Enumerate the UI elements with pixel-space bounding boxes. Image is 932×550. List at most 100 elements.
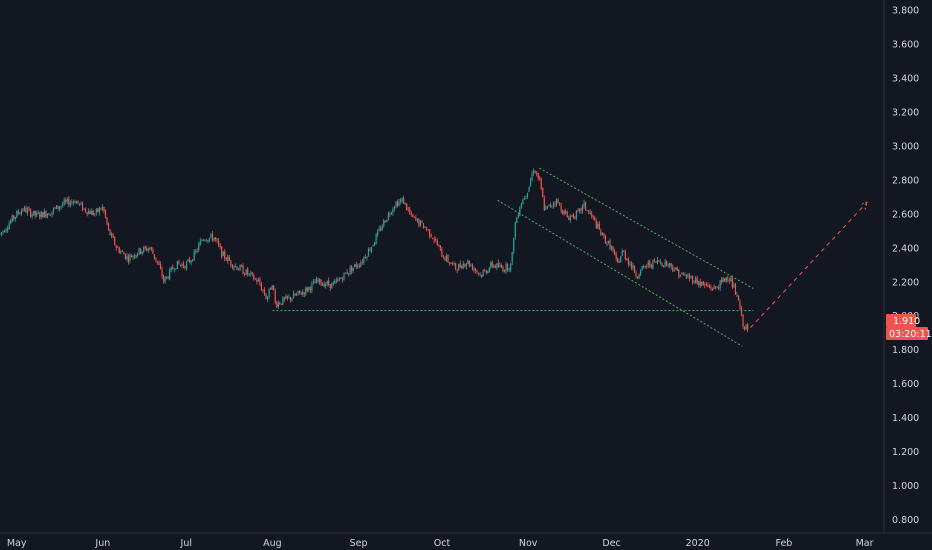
candle-body xyxy=(476,270,478,273)
candle-body xyxy=(106,217,108,225)
candle-body xyxy=(507,263,509,271)
candle-body xyxy=(357,266,359,267)
candle-body xyxy=(494,265,496,268)
candle-body xyxy=(2,231,4,233)
candle-body xyxy=(401,198,403,202)
candle-body xyxy=(318,278,321,283)
candle-body xyxy=(60,205,62,208)
candle-body xyxy=(436,240,438,246)
candle-body xyxy=(0,233,1,235)
candle-body xyxy=(10,220,12,224)
y-tick-label: 2.200 xyxy=(892,277,919,288)
candle-body xyxy=(513,237,515,252)
candle-body xyxy=(742,314,744,327)
candle-body xyxy=(572,214,574,218)
candle-body xyxy=(112,234,114,238)
x-tick-label: Nov xyxy=(519,538,538,549)
candle-body xyxy=(268,288,270,297)
candle-body xyxy=(195,250,197,252)
candle-body xyxy=(432,238,434,239)
candle-body xyxy=(72,201,74,203)
candle-body xyxy=(185,262,188,269)
candle-body xyxy=(178,261,180,265)
candle-body xyxy=(438,246,440,247)
candle-body xyxy=(291,298,293,301)
candle-body xyxy=(312,281,315,283)
candle-body xyxy=(132,255,134,257)
candle-body xyxy=(511,252,513,264)
candle-body xyxy=(54,207,56,209)
candle-body xyxy=(138,247,140,254)
candle-body xyxy=(595,220,597,229)
candle-body xyxy=(103,206,105,212)
candle-body xyxy=(666,261,668,266)
candle-body xyxy=(285,296,287,299)
candle-body xyxy=(166,276,168,279)
candle-body xyxy=(114,236,116,245)
candle-body xyxy=(399,200,402,202)
candle-body xyxy=(419,220,422,226)
candle-body xyxy=(557,199,559,204)
candle-body xyxy=(150,247,152,249)
candle-body xyxy=(421,221,423,223)
candle-body xyxy=(588,211,590,212)
candle-body xyxy=(153,254,156,259)
candle-body xyxy=(201,240,203,242)
candle-body xyxy=(566,212,568,218)
candle-body xyxy=(5,229,7,232)
candle-body xyxy=(207,240,209,242)
channel-lower-line[interactable] xyxy=(497,199,743,347)
candle-body xyxy=(739,301,741,310)
candle-body xyxy=(536,172,538,174)
candle-body xyxy=(422,223,425,229)
candle-body xyxy=(77,200,79,204)
candle-body xyxy=(230,260,232,265)
candle-body xyxy=(364,257,367,259)
candle-body xyxy=(33,210,35,215)
candle-body xyxy=(323,283,325,287)
candle-body xyxy=(344,272,347,274)
candle-body xyxy=(49,214,52,216)
candle-body xyxy=(450,263,452,264)
candle-body xyxy=(244,274,246,275)
candle-body xyxy=(500,265,503,268)
candle-body xyxy=(74,201,76,203)
candle-body xyxy=(563,210,565,215)
candle-body xyxy=(17,211,19,214)
candle-body xyxy=(130,255,133,258)
candle-body xyxy=(640,269,642,276)
candle-body xyxy=(179,264,182,266)
candle-body xyxy=(627,259,629,265)
candle-body xyxy=(140,248,142,254)
channel-upper-line[interactable] xyxy=(539,167,754,290)
candle-body xyxy=(699,281,701,286)
candle-body xyxy=(672,266,674,271)
countdown-badge xyxy=(886,327,928,340)
candle-body xyxy=(747,324,749,330)
countdown-label: 03:20:11 xyxy=(889,329,932,340)
candle-body xyxy=(448,261,451,264)
candle-body xyxy=(340,278,342,279)
candle-body xyxy=(692,275,694,283)
candle-body xyxy=(62,204,64,206)
candle-body xyxy=(274,290,276,303)
candle-body xyxy=(684,274,686,276)
candle-body xyxy=(141,251,143,255)
candle-body xyxy=(716,286,718,288)
candle-body xyxy=(497,262,500,268)
candle-body xyxy=(620,256,622,263)
candle-body xyxy=(688,275,691,279)
candle-body xyxy=(23,207,26,211)
time-axis[interactable]: May Jun Jul Aug Sep Oct Nov Dec 2020 Feb Mar xyxy=(7,538,874,549)
candles xyxy=(0,168,749,333)
candle-body xyxy=(708,286,711,287)
candle-body xyxy=(373,242,376,246)
candle-body xyxy=(205,240,208,242)
candle-body xyxy=(578,208,581,211)
candle-body xyxy=(532,171,535,173)
candle-body xyxy=(22,209,24,211)
candle-body xyxy=(320,279,322,285)
candle-body xyxy=(351,266,353,272)
candle-body xyxy=(335,280,337,282)
